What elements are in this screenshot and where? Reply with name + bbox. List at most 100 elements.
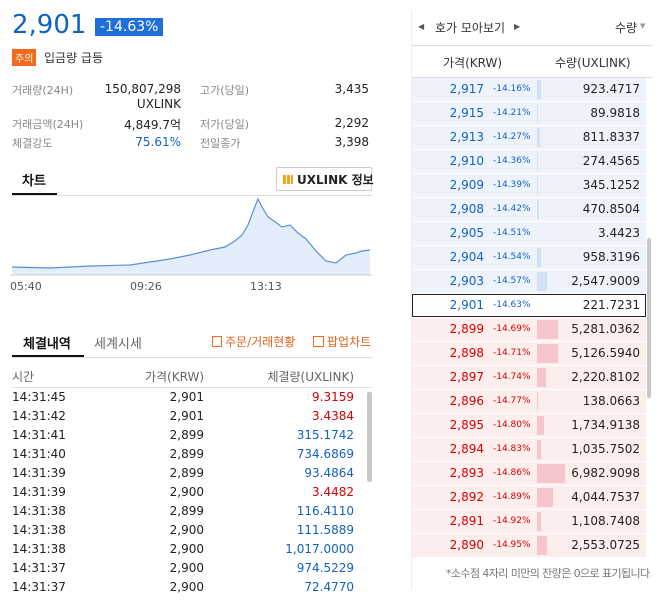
trades-tab-underline	[12, 355, 84, 357]
ob-qty: 923.4717	[582, 82, 640, 96]
trade-time: 14:31:37	[12, 580, 66, 594]
ob-bar	[537, 536, 548, 555]
trade-price: 2,901	[169, 390, 204, 404]
info-button-label: UXLINK 정보	[297, 173, 374, 187]
ob-qty: 89.9818	[590, 106, 640, 120]
ob-change: -14.92%	[493, 516, 531, 526]
trade-volume: 315.1742	[296, 428, 354, 442]
ob-row	[412, 438, 646, 462]
ob-next[interactable]: ▶	[514, 22, 521, 31]
trade-price: 2,899	[169, 428, 204, 442]
trade-volume: 93.4864	[304, 466, 354, 480]
order-link[interactable]: 주문/거래현황	[225, 335, 296, 349]
trade-price: 2,901	[169, 409, 204, 423]
ob-bar	[537, 464, 565, 483]
ob-price: 2,905	[449, 226, 484, 240]
ob-change: -14.74%	[493, 372, 531, 382]
ob-price: 2,901	[449, 298, 484, 312]
trade-price: 2,899	[169, 504, 204, 518]
ob-row	[412, 486, 646, 510]
ob-change: -14.16%	[493, 84, 531, 94]
chart-x-label: 09:26	[130, 280, 162, 293]
ob-row	[412, 102, 646, 126]
ob-row	[412, 198, 646, 222]
popup-link-icon	[313, 336, 324, 347]
chart-tab-underline	[12, 193, 57, 195]
ob-price: 2,903	[449, 274, 484, 288]
ob-col-qty: 수량(UXLINK)	[555, 56, 631, 70]
popup-link[interactable]: 팝업차트	[327, 335, 372, 349]
ob-col-price: 가격(KRW)	[443, 56, 503, 70]
chart-area	[12, 199, 370, 275]
info-button[interactable]	[276, 167, 372, 191]
trades-tab-active[interactable]: 체결내역	[23, 337, 71, 352]
ob-row	[412, 174, 646, 198]
trade-time: 14:31:45	[12, 390, 66, 404]
trades-scrollbar	[367, 392, 372, 482]
chart-line	[11, 197, 371, 269]
ob-sort[interactable]: 수량	[615, 21, 638, 35]
ob-row	[412, 462, 646, 486]
ob-row	[412, 294, 646, 317]
ob-row	[412, 414, 646, 438]
trade-time: 14:31:39	[12, 485, 66, 499]
ob-price: 2,896	[449, 394, 484, 408]
ob-prev[interactable]: ◀	[418, 22, 425, 31]
ob-qty: 2,547.9009	[571, 274, 640, 288]
ob-qty: 221.7231	[582, 298, 640, 312]
ob-price: 2,894	[449, 442, 484, 456]
ob-price: 2,891	[449, 514, 484, 528]
stat-value: 3,435	[334, 82, 369, 96]
ob-price: 2,909	[449, 178, 484, 192]
ob-title: 호가 모아보기	[435, 21, 506, 35]
stat-value: 150,807,298	[104, 82, 181, 96]
ob-qty: 811.8337	[582, 130, 640, 144]
stat-label: 고가(당일)	[200, 84, 250, 97]
ob-bar	[537, 440, 542, 459]
ob-price: 2,893	[449, 466, 484, 480]
ob-price: 2,892	[449, 490, 484, 504]
ob-qty: 2,220.8102	[571, 370, 640, 384]
ob-change: -14.80%	[493, 420, 531, 430]
ob-bar	[537, 128, 541, 147]
stat-label: 체결강도	[12, 137, 53, 150]
stat-unit: UXLINK	[136, 97, 181, 111]
ob-note: *소수점 4자리 미만의 잔량은 0으로 표기됩니다.	[446, 567, 651, 580]
ob-change: -14.69%	[493, 324, 531, 334]
col-price: 가격(KRW)	[144, 370, 204, 384]
ob-row	[412, 270, 646, 294]
price-chart	[10, 197, 372, 276]
ob-bar	[537, 272, 548, 291]
ob-scrollbar	[647, 238, 651, 398]
ob-bar	[537, 392, 538, 411]
ob-bar	[537, 248, 541, 267]
trades-tab[interactable]: 세계시세	[94, 337, 142, 352]
chart-x-label: 05:40	[10, 280, 42, 293]
ob-qty: 470.8504	[582, 202, 640, 216]
ob-qty: 6,982.9098	[571, 466, 640, 480]
ob-price: 2,897	[449, 370, 484, 384]
ob-change: -14.21%	[493, 108, 531, 118]
stat-value: 2,292	[334, 116, 369, 130]
ob-bar	[537, 200, 539, 219]
ob-row	[412, 342, 646, 366]
ob-panel-border	[411, 10, 653, 590]
trade-volume: 3.4482	[312, 485, 354, 499]
chart-tab[interactable]: 차트	[22, 174, 46, 189]
ob-bar	[537, 488, 554, 507]
trade-volume: 116.4110	[296, 504, 354, 518]
tab-divider	[12, 195, 372, 196]
trade-time: 14:31:37	[12, 561, 66, 575]
ob-bar	[537, 176, 539, 195]
chart-x-label: 13:13	[250, 280, 282, 293]
ob-row	[412, 390, 646, 414]
ob-row	[412, 246, 646, 270]
stat-label: 거래금액(24H)	[12, 118, 84, 131]
ob-change: -14.42%	[493, 204, 531, 214]
trades-rows: 14:31:45 2,901 9.3159 14:31:42 2,901 3.4384 14…	[0, 390, 375, 603]
ob-price: 2,895	[449, 418, 484, 432]
ob-change: -14.83%	[493, 444, 531, 454]
trade-price: 2,899	[169, 466, 204, 480]
